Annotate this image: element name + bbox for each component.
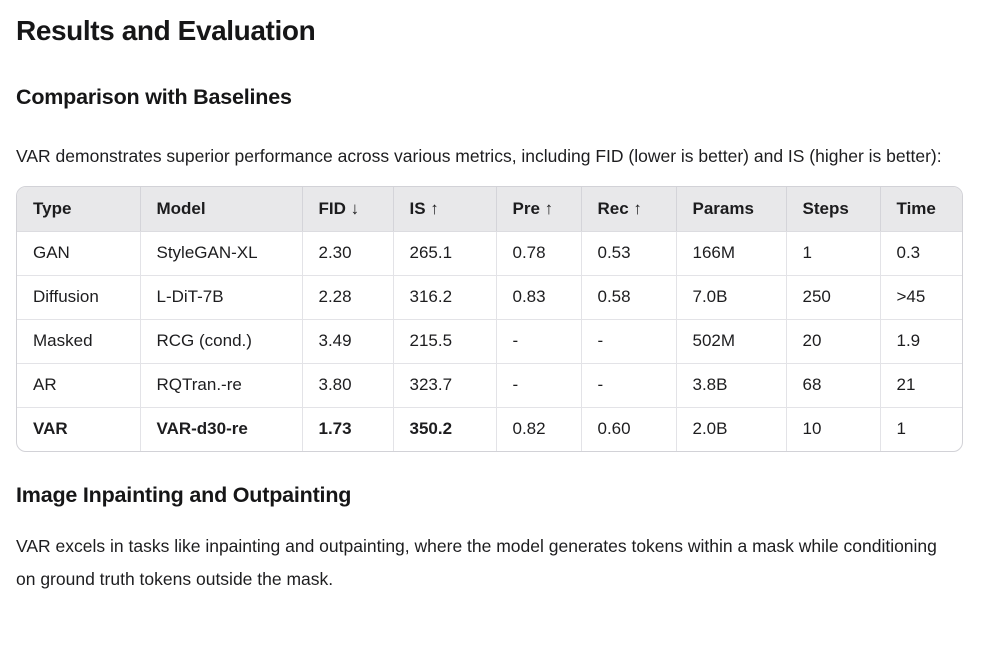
table-cell: AR — [17, 363, 141, 408]
column-header: Type — [17, 187, 141, 232]
table-cell: 2.28 — [302, 275, 394, 320]
table-cell: 68 — [786, 363, 881, 408]
column-header: Rec ↑ — [581, 187, 677, 232]
column-header: FID ↓ — [302, 187, 394, 232]
table-cell: 0.53 — [581, 231, 677, 276]
results-table: Type Model FID ↓ IS ↑ Pre ↑ Rec ↑ Params Steps T… — [17, 187, 962, 451]
table-header-row: Type Model FID ↓ IS ↑ Pre ↑ Rec ↑ Params Steps T… — [17, 187, 962, 232]
table-cell: - — [581, 363, 677, 408]
section-heading-comparison: Comparison with Baselines — [16, 85, 292, 109]
section-image-inpainting: Image Inpainting and Outpainting VAR exc… — [16, 482, 978, 596]
column-header: IS ↑ — [393, 187, 497, 232]
table-cell: 21 — [880, 363, 962, 408]
table-cell: 0.3 — [880, 231, 962, 276]
page-title: Results and Evaluation — [16, 15, 316, 46]
table-cell: - — [581, 319, 677, 364]
table-cell: 2.0B — [676, 407, 787, 451]
column-header: Pre ↑ — [496, 187, 582, 232]
table-cell: 0.83 — [496, 275, 582, 320]
table-cell: 1.73 — [302, 407, 394, 451]
table-cell: 2.30 — [302, 231, 394, 276]
column-header: Params — [676, 187, 787, 232]
table-cell: Diffusion — [17, 275, 141, 320]
document-page: Results and Evaluation Comparison with B… — [16, 15, 978, 596]
column-header: Model — [140, 187, 303, 232]
table-cell: 0.78 — [496, 231, 582, 276]
table-row: AR RQTran.-re 3.80 323.7- -3.8B 68 21 — [17, 363, 962, 408]
table-cell: - — [496, 363, 582, 408]
section-heading-inpainting: Image Inpainting and Outpainting — [16, 483, 352, 507]
table-cell: >45 — [880, 275, 962, 320]
paragraph-inpainting: VAR excels in tasks like inpainting and … — [16, 536, 937, 589]
table-cell: 323.7 — [393, 363, 497, 408]
paragraph-comparison-intro: VAR demonstrates superior performance ac… — [16, 146, 942, 166]
table-cell: 3.80 — [302, 363, 394, 408]
table-cell: VAR-d30-re — [140, 407, 303, 451]
table-cell: 0.58 — [581, 275, 677, 320]
table-cell: 1 — [896, 419, 906, 439]
table-cell: L-DiT-7B — [140, 275, 303, 320]
table-cell: 215.5 — [393, 319, 497, 364]
table-cell: 20 — [786, 319, 881, 364]
table-cell: 316.2 — [393, 275, 497, 320]
table-header: Type Model FID ↓ IS ↑ Pre ↑ Rec ↑ Params Steps T… — [17, 187, 962, 232]
table-cell: 10 — [786, 407, 881, 451]
table-cell: 0.82 — [496, 407, 582, 451]
table-cell: 3.49 — [302, 319, 394, 364]
table-row: Diffusion L-DiT-7B 2.28 316.2 0.83 0.58 7.0B 25… — [17, 275, 962, 320]
table-cell: 7.0B — [676, 275, 787, 320]
table-row: GAN StyleGAN-XL 2.30 265.1 0.78 0.53 166M 1 0.3 — [17, 231, 962, 276]
table-cell: 250 — [786, 275, 881, 320]
table-cell: 350.2 — [393, 407, 497, 451]
table-cell: 0.60 — [581, 407, 677, 451]
table-cell: 265.1 — [393, 231, 497, 276]
column-header: Steps — [786, 187, 881, 232]
table-cell: 166M — [676, 231, 787, 276]
table-row: Masked RCG (cond.) 3.49 215.5- -502M 20 1.9 — [17, 319, 962, 364]
table-cell: 3.8B — [676, 363, 787, 408]
table-cell: - — [496, 319, 582, 364]
table-cell: RQTran.-re — [140, 363, 303, 408]
table-body: GAN StyleGAN-XL 2.30 265.1 0.78 0.53 166M 1 0.3 D… — [17, 231, 962, 451]
table-cell: 502M — [676, 319, 787, 364]
table-row: VAR VAR-d30-re 1.73 350.2 0.82 0.60 2.0B 10 1 — [17, 407, 962, 451]
table-cell: Masked — [17, 319, 141, 364]
table-cell: 1 — [786, 231, 881, 276]
results-table-container: Type Model FID ↓ IS ↑ Pre ↑ Rec ↑ Params Steps T… — [16, 186, 963, 452]
table-cell: 1.9 — [880, 319, 962, 364]
table-cell: VAR — [17, 407, 141, 451]
section-comparison-with-baselines: Comparison with Baselines VAR demonstrat… — [16, 84, 978, 452]
table-cell: StyleGAN-XL — [140, 231, 303, 276]
table-cell: RCG (cond.) — [140, 319, 303, 364]
table-cell: GAN — [17, 231, 141, 276]
column-header: Time — [880, 187, 962, 232]
